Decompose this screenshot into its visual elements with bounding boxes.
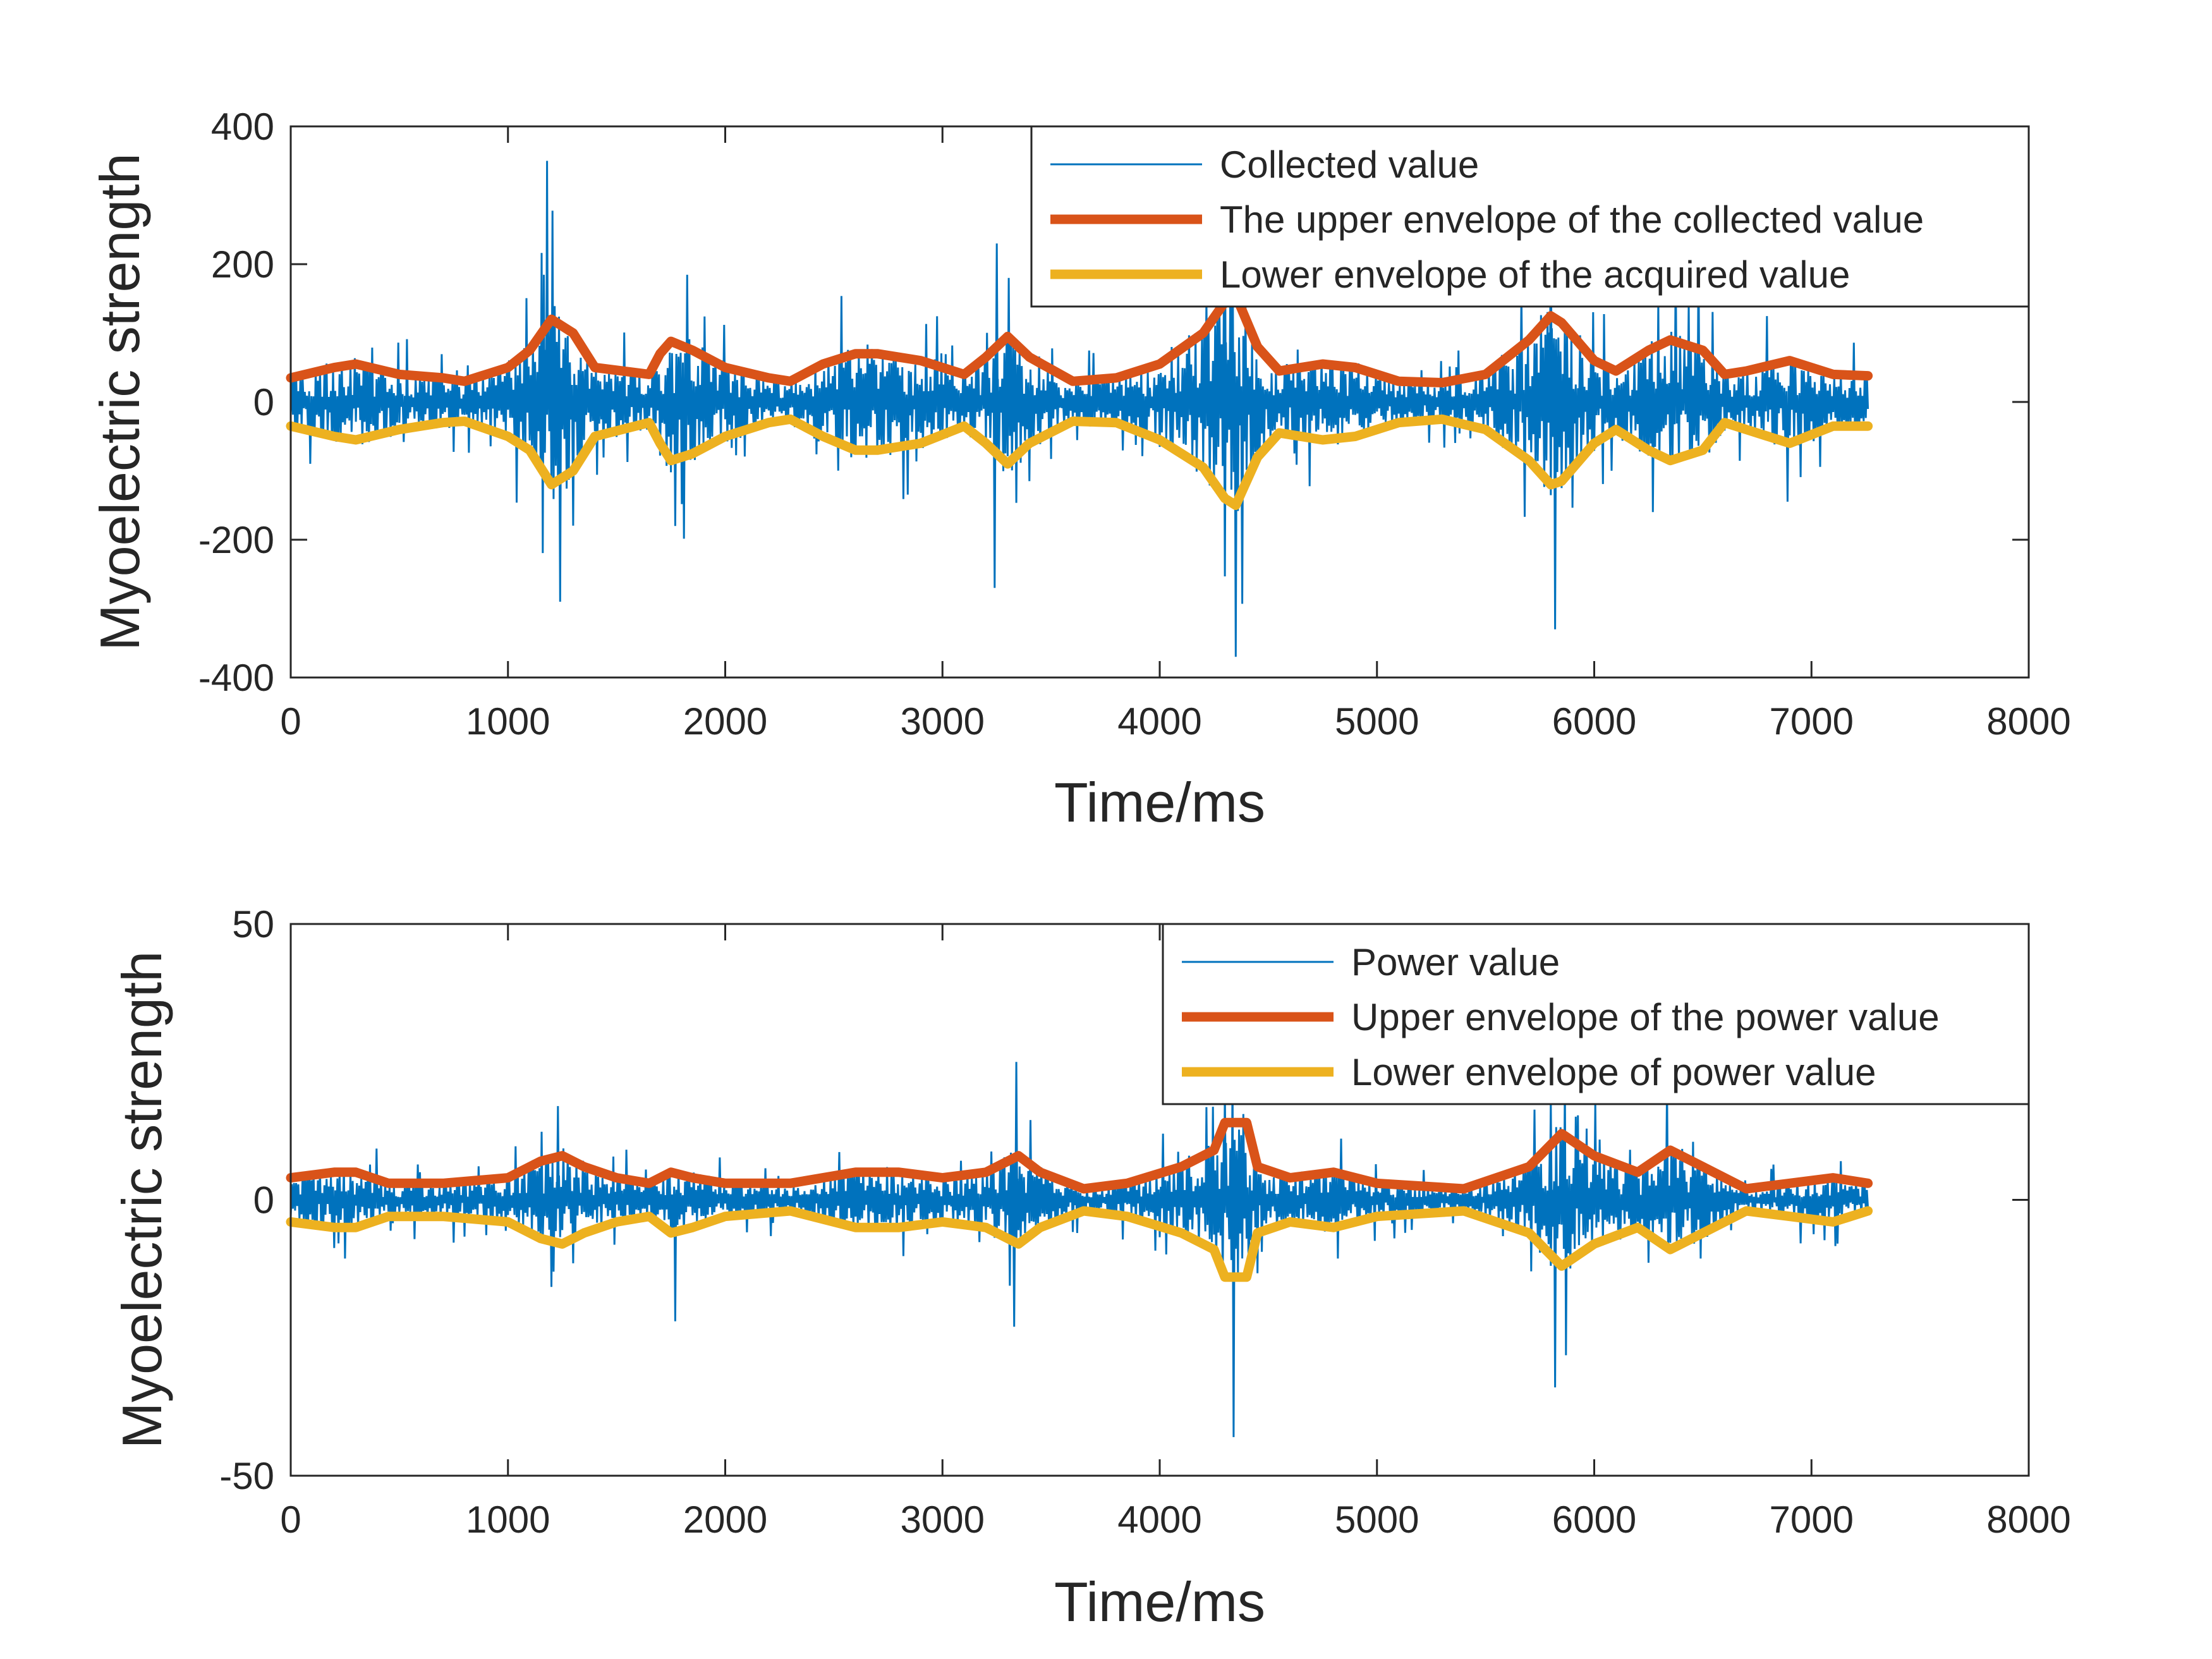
top-chart-legend-label-collected: Collected value [1220,143,1479,186]
top-chart-ticks: 0 1000 2000 3000 4000 5000 6000 7000 8000-400-20… [198,106,2071,743]
x-tick-label: 3000 [901,1498,985,1541]
top-chart-legend-label-lower: Lower envelope of the acquired value [1220,253,1850,296]
y-tick-label: 200 [211,243,274,286]
x-tick-label: 4000 [1117,1498,1201,1541]
x-tick-label: 5000 [1335,700,1419,743]
x-tick-label: 2000 [683,1498,767,1541]
top-chart-legend-label-upper: The upper envelope of the collected valu… [1220,198,1924,241]
bottom-chart-legend: Power value Upper envelope of the power … [1162,923,2030,1105]
x-tick-label: 3000 [901,700,985,743]
x-tick-label: 6000 [1552,700,1636,743]
x-tick-label: 2000 [683,700,767,743]
x-tick-label: 6000 [1552,1498,1636,1541]
top-chart-lower-envelope-line [286,414,1873,510]
top-chart-upper-envelope-line [286,290,1873,387]
y-tick-label: -200 [198,519,274,561]
y-tick-label: 400 [211,106,274,148]
bottom-chart-legend-label-power: Power value [1351,941,1560,983]
top-chart: 0 1000 2000 3000 4000 5000 6000 7000 8000-400-20… [88,106,2071,834]
x-tick-label: 1000 [466,1498,550,1541]
x-tick-label: 5000 [1335,1498,1419,1541]
x-tick-label: 1000 [466,700,550,743]
y-tick-label: 0 [253,1179,274,1222]
bottom-chart-upper-envelope-line [286,1117,1873,1194]
top-chart-x-axis-label: Time/ms [1054,771,1265,834]
x-tick-label: 7000 [1770,1498,1854,1541]
y-tick-label: -400 [198,657,274,699]
x-tick-label: 8000 [1986,1498,2070,1541]
bottom-chart: 0 1000 2000 3000 4000 5000 6000 7000 8000-50050 … [111,903,2071,1633]
x-tick-label: 4000 [1117,700,1201,743]
x-tick-label: 0 [280,700,301,743]
bottom-chart-axes-frame [289,923,2030,1477]
top-chart-y-axis-label: Myoelectric strength [88,153,151,650]
bottom-chart-legend-label-upper: Upper envelope of the power value [1351,996,1940,1038]
bottom-chart-x-axis-label: Time/ms [1054,1571,1265,1633]
x-tick-label: 0 [280,1498,301,1541]
bottom-chart-y-axis-label: Myoelectric strength [111,951,173,1449]
bottom-chart-legend-label-lower: Lower envelope of power value [1351,1051,1876,1093]
y-tick-label: 50 [232,903,274,945]
top-chart-legend: Collected value The upper envelope of th… [1030,125,2030,308]
x-tick-label: 8000 [1986,700,2070,743]
x-tick-label: 7000 [1770,700,1854,743]
bottom-chart-lower-envelope-line [286,1206,1873,1282]
y-tick-label: -50 [219,1455,274,1497]
top-chart-plot-area [286,161,1873,657]
y-tick-label: 0 [253,381,274,423]
